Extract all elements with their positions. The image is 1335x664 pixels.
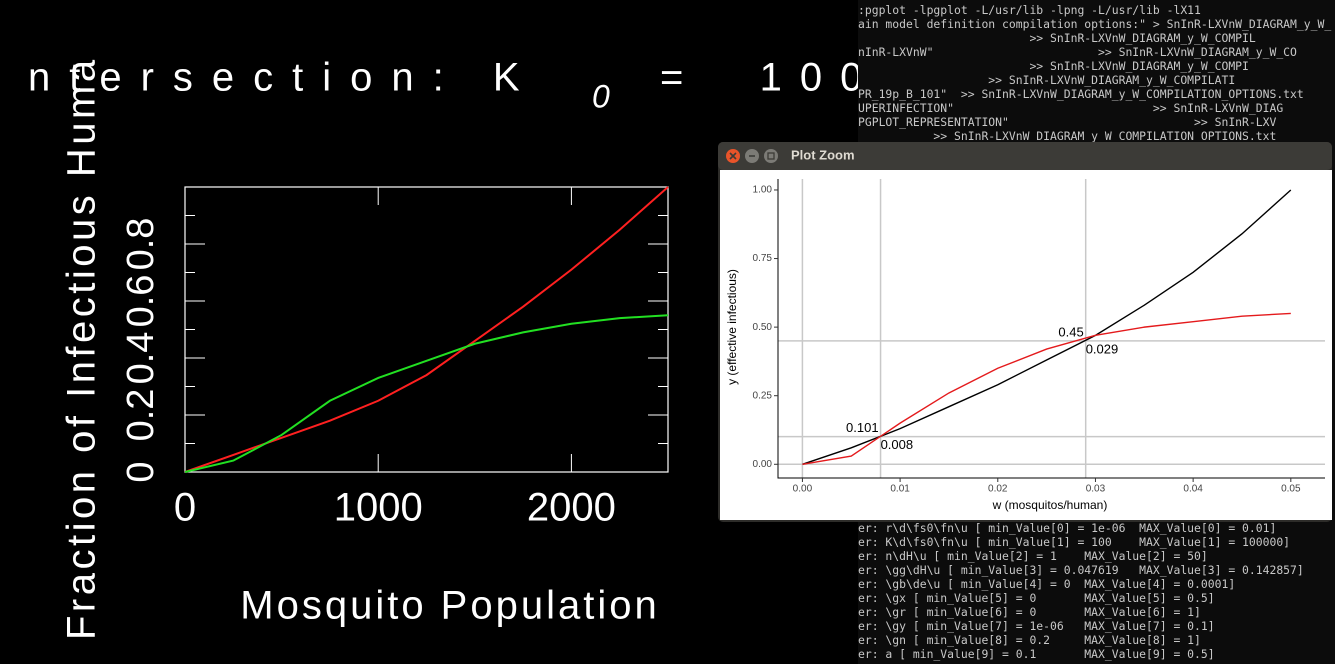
plot-zoom-window: Plot Zoom w (mosquitos/human) y (effecti… bbox=[718, 142, 1332, 522]
curve bbox=[802, 312, 1291, 465]
close-icon bbox=[729, 152, 737, 160]
intersection-y-label: 0.101 bbox=[846, 420, 879, 435]
terminal-line: er: \gn [ min_Value[8] = 0.2 MAX_Value[8… bbox=[858, 633, 1201, 647]
y-axis-label: y (effective infectious) bbox=[725, 269, 739, 385]
terminal-line: er: a [ min_Value[9] = 0.1 MAX_Value[9] … bbox=[858, 647, 1215, 661]
pgplot-background bbox=[0, 0, 858, 664]
intersection-y-label: 0.45 bbox=[1058, 324, 1083, 339]
y-tick-label: 0.25 bbox=[753, 390, 773, 401]
y-tick-label: 0.6 bbox=[120, 275, 162, 328]
terminal-line: er: K\d\fs0\fn\u [ min_Value[1] = 100 MA… bbox=[858, 535, 1291, 549]
title-subscript: 0 bbox=[592, 78, 610, 114]
x-tick-label: 0.04 bbox=[1183, 484, 1203, 495]
x-axis-label: Mosquito Population bbox=[240, 584, 659, 628]
terminal-line: >> SnInR-LXVnW_DIAGRAM_y_W_COMPI bbox=[858, 59, 1249, 73]
y-tick-label: 0.2 bbox=[120, 389, 162, 442]
y-axis-label: Fraction of Infectious Huma bbox=[60, 56, 104, 640]
x-tick-label: 0.00 bbox=[793, 484, 813, 495]
y-tick-label: 0.50 bbox=[753, 322, 773, 333]
intersection-x-label: 0.029 bbox=[1086, 341, 1119, 356]
y-tick-label: 0.4 bbox=[120, 332, 162, 385]
title-suffix: = 1000 bbox=[660, 56, 858, 100]
terminal-line: er: r\d\fs0\fn\u [ min_Value[0] = 1e-06 … bbox=[858, 521, 1277, 535]
terminal-line: er: \gy [ min_Value[7] = 1e-06 MAX_Value… bbox=[858, 619, 1215, 633]
x-tick-label: 0.03 bbox=[1086, 484, 1106, 495]
x-tick-label: 0.05 bbox=[1281, 484, 1301, 495]
terminal-line: :pgplot -lpgplot -L/usr/lib -lpng -L/usr… bbox=[858, 3, 1201, 17]
terminal-line: ain model definition compilation options… bbox=[858, 17, 1332, 31]
terminal-line: er: n\dH\u [ min_Value[2] = 1 MAX_Value[… bbox=[858, 549, 1208, 563]
terminal-line: >> SnInR-LXVnW_DIAGRAM_y_W_COMPILATI bbox=[858, 73, 1236, 87]
y-tick-label: 0.75 bbox=[753, 253, 773, 264]
curve bbox=[184, 314, 669, 473]
terminal-line: er: \gg\dH\u [ min_Value[3] = 0.047619 M… bbox=[858, 563, 1304, 577]
pgplot-window: ntersection: K 0 = 1000 Mosquito Populat… bbox=[0, 0, 858, 664]
terminal-line: er: \gr [ min_Value[6] = 0 MAX_Value[6] … bbox=[858, 605, 1201, 619]
terminal-line: >> SnInR-LXVnW_DIAGRAM_y_W_COMPILATION_O… bbox=[858, 129, 1277, 143]
y-tick-label: 0 bbox=[120, 461, 162, 482]
terminal-line: PR_19p_B_101" >> SnInR-LXVnW_DIAGRAM_y_W… bbox=[858, 87, 1304, 101]
plot-area bbox=[720, 170, 1332, 520]
terminal-line: >> SnInR-LXVnW_DIAGRAM_y_W_COMPIL bbox=[858, 31, 1256, 45]
x-tick-label: 0 bbox=[174, 486, 196, 530]
terminal-line: PGPLOT_REPRESENTATION" >> SnInR-LXV bbox=[858, 115, 1277, 129]
terminal-line: er: \gb\de\u [ min_Value[4] = 0 MAX_Valu… bbox=[858, 577, 1236, 591]
plot-title: ntersection: K bbox=[28, 56, 539, 100]
axis-lines bbox=[777, 179, 1325, 479]
y-tick-label: 0.8 bbox=[120, 218, 162, 271]
x-tick-label: 0.02 bbox=[988, 484, 1008, 495]
y-tick-label: 0.00 bbox=[753, 459, 773, 470]
x-tick-label: 1000 bbox=[334, 486, 423, 530]
terminal-line: nInR-LXVnW" >> SnInR-LXVnW_DIAGRAM_y_W_C… bbox=[858, 45, 1297, 59]
terminal-line: er: \gx [ min_Value[5] = 0 MAX_Value[5] … bbox=[858, 591, 1215, 605]
maximize-button[interactable] bbox=[764, 149, 778, 163]
title-bar bbox=[718, 142, 1332, 170]
terminal-line: UPERINFECTION" >> SnInR-LXVnW_DIAG bbox=[858, 101, 1284, 115]
y-tick-label: 1.00 bbox=[753, 185, 773, 196]
maximize-icon bbox=[767, 152, 775, 160]
x-tick-label: 2000 bbox=[527, 486, 616, 530]
x-axis-label: w (mosquitos/human) bbox=[992, 498, 1108, 512]
curve bbox=[802, 189, 1292, 465]
x-tick-label: 0.01 bbox=[890, 484, 910, 495]
window-title: Plot Zoom bbox=[791, 147, 855, 162]
intersection-x-label: 0.008 bbox=[881, 437, 914, 452]
